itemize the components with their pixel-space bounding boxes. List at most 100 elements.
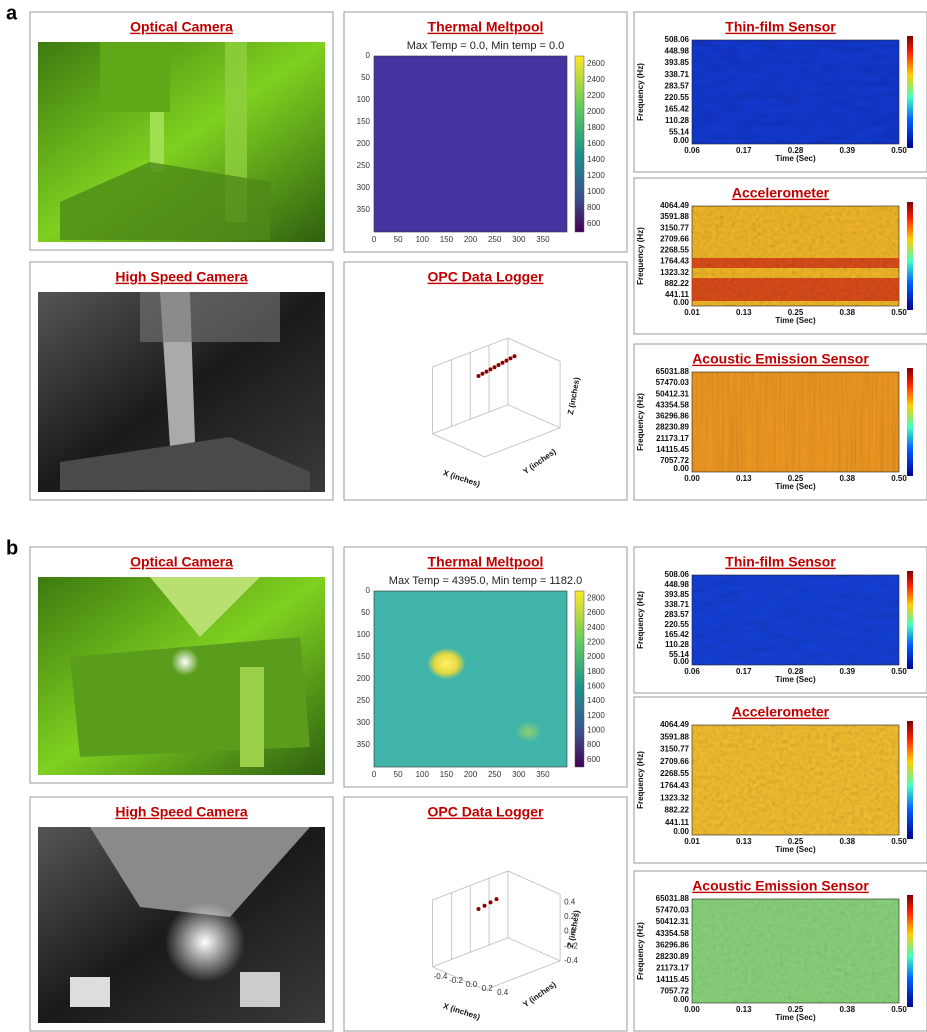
y-tick-label: 338.71 <box>665 600 690 609</box>
y-tick-label: 508.06 <box>665 35 690 44</box>
x-tick-label: 200 <box>464 770 478 779</box>
colorbar-label: 1600 <box>587 681 605 690</box>
y-axis-label: Frequency (Hz) <box>636 227 645 285</box>
spark <box>171 648 199 676</box>
tile-title: Optical Camera <box>130 554 233 570</box>
x-tick-label: 0.38 <box>839 837 855 846</box>
x-tick-label: 0.25 <box>788 308 804 317</box>
path-point <box>500 360 505 365</box>
colorbar-label: 1800 <box>587 667 605 676</box>
tile-title: Accelerometer <box>732 704 830 720</box>
colorbar-label: 2600 <box>587 59 605 68</box>
colorbar-label: 800 <box>587 740 601 749</box>
y-tick-label: 220.55 <box>665 93 690 102</box>
path-point <box>482 903 487 908</box>
z-tick-label: 0.4 <box>564 897 576 906</box>
x-tick-label: 0.17 <box>736 667 752 676</box>
colorbar-label: 800 <box>587 203 601 212</box>
y-tick-label: 0.00 <box>673 464 689 473</box>
y-tick-label: 100 <box>357 95 371 104</box>
x-tick-label: 0.39 <box>839 667 855 676</box>
y-tick-label: 338.71 <box>665 70 690 79</box>
colorbar <box>574 55 585 233</box>
tile-title: Thin-film Sensor <box>725 19 836 35</box>
y-tick-label: 21173.17 <box>656 963 689 972</box>
cube-edge <box>507 937 561 962</box>
y-tick-label: 0.00 <box>673 995 689 1004</box>
x-tick-label: -0.4 <box>434 972 448 981</box>
path-point <box>488 900 493 905</box>
x-tick-label: 100 <box>416 235 430 244</box>
y-tick-label: 110.28 <box>665 640 690 649</box>
x-axis-label: Time (Sec) <box>775 154 816 163</box>
panel-label: a <box>6 2 18 24</box>
colorbar <box>907 721 913 839</box>
x-tick-label: 0.38 <box>839 474 855 483</box>
y-tick-label: 28230.89 <box>656 952 690 961</box>
colorbar <box>907 571 913 669</box>
nozzle <box>150 577 260 637</box>
tile <box>343 796 628 1032</box>
colorbar-label: 600 <box>587 219 601 228</box>
y-tick-label: 220.55 <box>665 620 690 629</box>
x-axis-label: Time (Sec) <box>775 845 816 854</box>
colorbar <box>574 590 585 768</box>
x-tick-label: 250 <box>488 235 502 244</box>
x-tick-label: 0.00 <box>684 1005 700 1014</box>
y-tick-label: 441.11 <box>665 290 690 299</box>
y-tick-label: 57470.03 <box>656 906 690 915</box>
y-tick-label: 250 <box>357 696 371 705</box>
tool <box>90 827 310 917</box>
colorbar-label: 1200 <box>587 171 605 180</box>
chuck <box>140 292 280 342</box>
y-tick-label: 3150.77 <box>660 745 689 754</box>
cube-edge <box>432 433 485 458</box>
y-tick-label: 882.22 <box>665 279 690 288</box>
cube-edge <box>484 427 561 458</box>
x-tick-label: 0.13 <box>736 474 752 483</box>
path-point <box>508 356 513 361</box>
x-tick-label: 0.0 <box>466 980 478 989</box>
tile-title: Optical Camera <box>130 19 233 35</box>
y-tick-label: 2268.55 <box>660 246 689 255</box>
y-tick-label: 350 <box>357 205 371 214</box>
x-tick-label: 0.50 <box>891 667 907 676</box>
texture <box>692 575 899 665</box>
colorbar-label: 1000 <box>587 725 605 734</box>
x-tick-label: 0.25 <box>788 474 804 483</box>
heatmap <box>373 590 568 768</box>
cube-edge <box>507 870 561 895</box>
x-tick-label: 150 <box>440 770 454 779</box>
y-tick-label: 50 <box>361 608 370 617</box>
y-tick-label: 36296.86 <box>656 412 690 421</box>
x-tick-label: 0.06 <box>684 146 700 155</box>
path-point <box>496 363 501 367</box>
tile-title: Acoustic Emission Sensor <box>692 351 869 367</box>
x-tick-label: 150 <box>440 235 454 244</box>
tile-title: Thin-film Sensor <box>725 554 836 570</box>
x-tick-label: 0.39 <box>839 146 855 155</box>
path-point <box>476 907 481 911</box>
y-tick-label: 3591.88 <box>660 732 689 741</box>
colorbar-label: 1000 <box>587 187 605 196</box>
x-axis-label: Time (Sec) <box>775 675 816 684</box>
tile-title: OPC Data Logger <box>428 804 544 820</box>
y-axis-label: Frequency (Hz) <box>636 393 645 451</box>
y-tick-label: 250 <box>357 161 371 170</box>
x-tick-label: 300 <box>512 770 526 779</box>
y-tick-label: 0.00 <box>673 827 689 836</box>
y-tick-label: 50412.31 <box>656 917 690 926</box>
x-tick-label: 0.00 <box>684 474 700 483</box>
path-point <box>512 354 517 359</box>
x-tick-label: -0.2 <box>449 976 463 985</box>
x-tick-label: 0.50 <box>891 308 907 317</box>
y-tick-label: 65031.88 <box>656 894 690 903</box>
y-tick-label: 43354.58 <box>656 929 690 938</box>
y-tick-label: 165.42 <box>665 104 690 113</box>
y-axis-label: Frequency (Hz) <box>636 63 645 121</box>
y-tick-label: 14115.45 <box>656 975 689 984</box>
cube-edge <box>432 966 485 991</box>
y-tick-label: 55.14 <box>669 128 690 137</box>
x-tick-label: 0.13 <box>736 308 752 317</box>
